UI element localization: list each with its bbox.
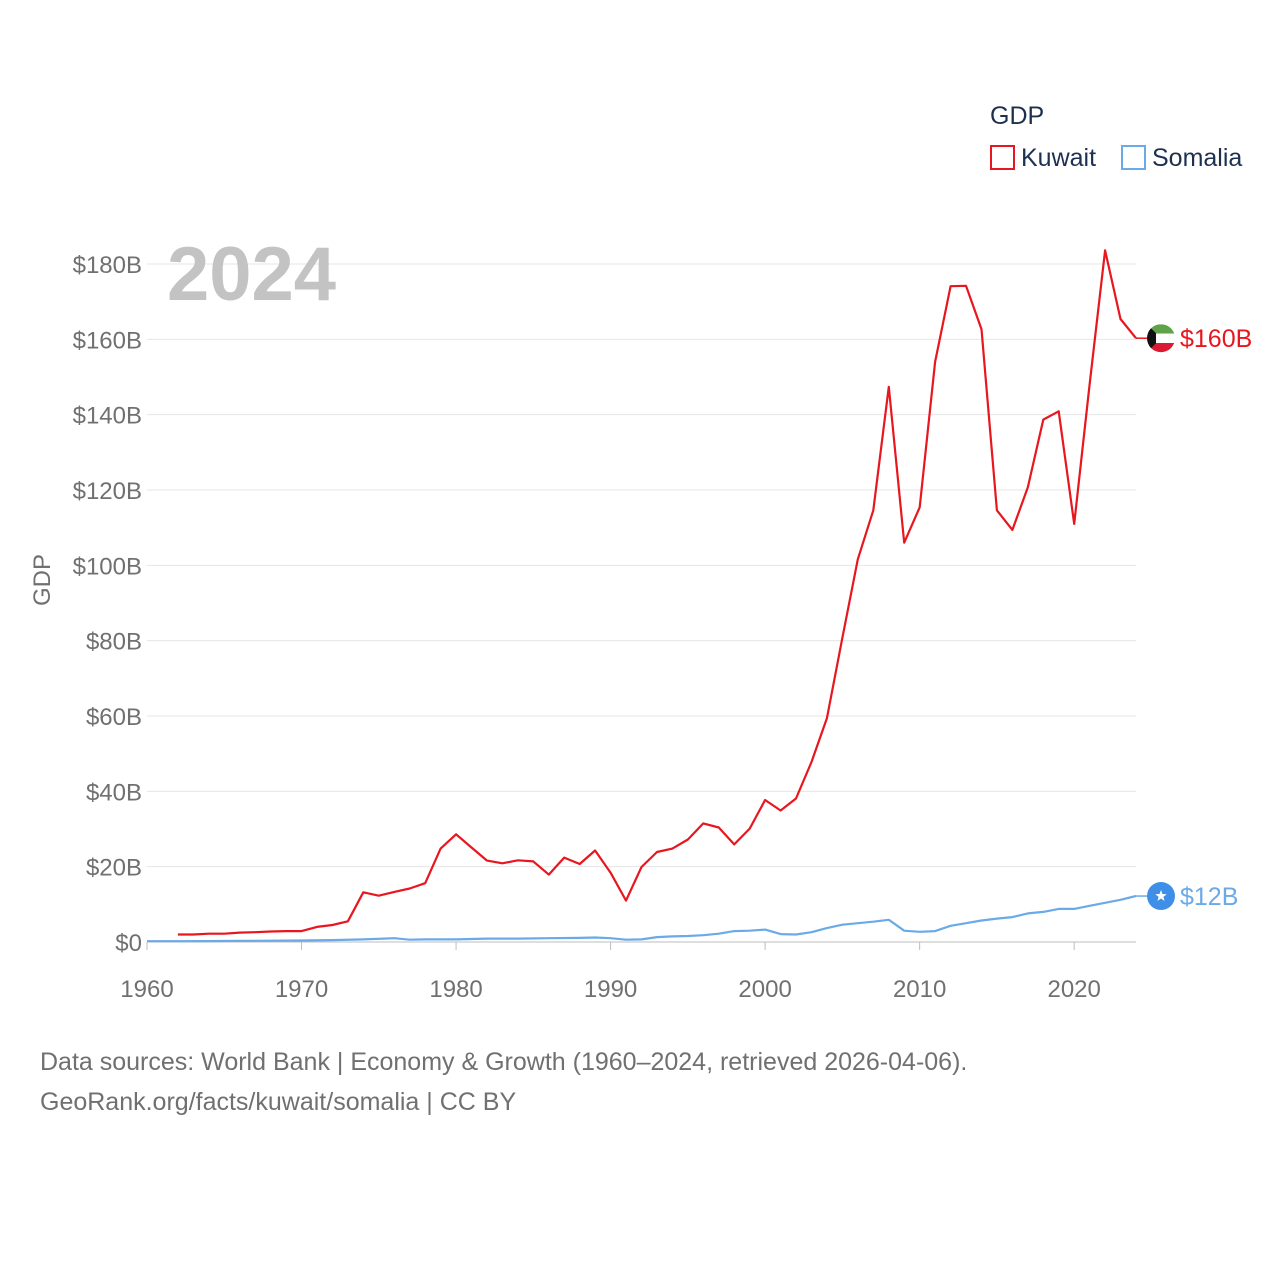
x-tick-label: 1980 bbox=[429, 976, 482, 1003]
y-axis-title: GDP bbox=[29, 554, 56, 606]
x-tick-label: 1970 bbox=[275, 976, 328, 1003]
y-tick-label: $100B bbox=[73, 553, 142, 580]
y-tick-label: $20B bbox=[86, 855, 142, 882]
legend-swatch-somalia[interactable] bbox=[1121, 145, 1146, 170]
series-line-kuwait[interactable] bbox=[177, 249, 1137, 936]
y-tick-label: $0 bbox=[115, 930, 142, 957]
x-tick-label: 1960 bbox=[120, 976, 173, 1003]
series-endpoints: $160B $12B bbox=[1136, 324, 1252, 911]
somalia-flag-icon bbox=[1147, 882, 1175, 911]
x-tick-label: 2010 bbox=[893, 976, 946, 1003]
grid-lines bbox=[147, 263, 1136, 943]
end-value-label-kuwait: $160B bbox=[1180, 325, 1252, 353]
y-tick-label: $40B bbox=[86, 779, 142, 806]
source-footer: Data sources: World Bank | Economy & Gro… bbox=[40, 1042, 967, 1122]
y-tick-label: $140B bbox=[73, 403, 142, 430]
end-value-label-somalia: $12B bbox=[1180, 883, 1238, 911]
source-line: Data sources: World Bank | Economy & Gro… bbox=[40, 1048, 968, 1076]
series-line-somalia[interactable] bbox=[147, 894, 1137, 943]
series-lines bbox=[147, 249, 1137, 943]
y-axis: $0 $20B $40B $60B $80B $100B $120B $140B $160B $1… bbox=[73, 252, 142, 957]
y-tick-label: $160B bbox=[73, 327, 142, 354]
y-tick-label: $120B bbox=[73, 478, 142, 505]
legend-title: GDP bbox=[990, 102, 1044, 130]
legend-label-somalia[interactable]: Somalia bbox=[1152, 144, 1242, 172]
kuwait-flag-icon bbox=[1147, 324, 1175, 353]
legend-label-kuwait[interactable]: Kuwait bbox=[1021, 144, 1096, 172]
legend-swatch-kuwait[interactable] bbox=[990, 145, 1015, 170]
year-label: 2024 bbox=[167, 232, 336, 317]
y-tick-label: $60B bbox=[86, 704, 142, 731]
x-axis: 1960 1970 1980 1990 2000 2010 2020 bbox=[120, 942, 1101, 1003]
attribution-line: GeoRank.org/facts/kuwait/somalia | CC BY bbox=[40, 1088, 517, 1116]
y-tick-label: $80B bbox=[86, 629, 142, 656]
legend: GDP Kuwait Somalia bbox=[990, 102, 1242, 172]
x-tick-label: 2000 bbox=[738, 976, 791, 1003]
y-tick-label: $180B bbox=[73, 252, 142, 279]
x-tick-label: 1990 bbox=[584, 976, 637, 1003]
x-tick-label: 2020 bbox=[1047, 976, 1100, 1003]
